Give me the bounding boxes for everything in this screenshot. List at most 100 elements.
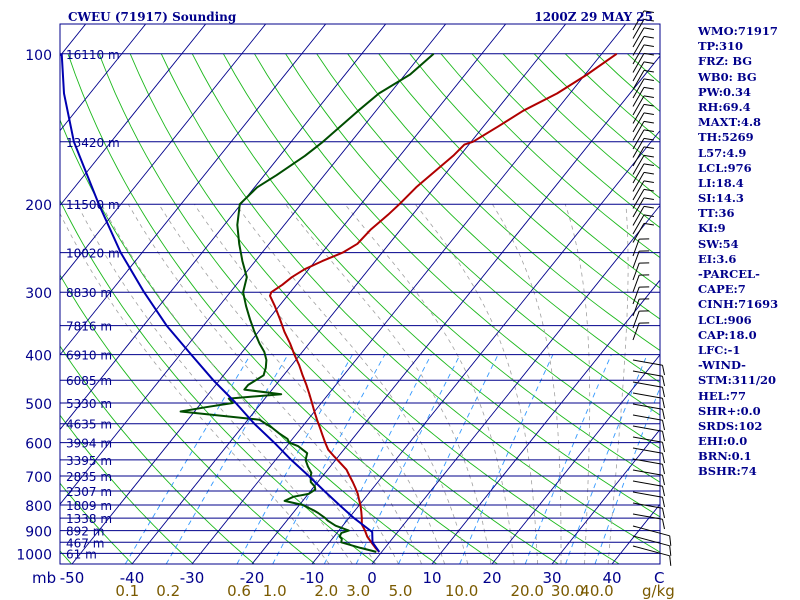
mixing-ratio-line bbox=[165, 354, 289, 564]
dry-adiabat-line bbox=[191, 53, 660, 518]
pressure-label: 500 bbox=[25, 397, 52, 413]
wind-barb-flag bbox=[643, 154, 654, 158]
dry-adiabat-line bbox=[223, 53, 660, 483]
index-item: MAXT:4.8 bbox=[698, 115, 761, 130]
dry-adiabat-line bbox=[67, 53, 498, 564]
index-item: LI:18.4 bbox=[698, 175, 744, 190]
wind-barb-staff bbox=[632, 381, 663, 388]
pressure-label: 700 bbox=[25, 470, 52, 486]
isotherm-line bbox=[60, 24, 207, 207]
wind-barb-staff bbox=[632, 250, 640, 269]
height-label: 2835 m bbox=[66, 470, 112, 484]
height-label: 1338 m bbox=[66, 512, 112, 526]
wind-barb-staff bbox=[632, 513, 663, 520]
mixing-ratio-label: 0.2 bbox=[156, 582, 180, 600]
wind-barb-staff bbox=[632, 180, 645, 201]
temperature-profile bbox=[269, 52, 618, 553]
index-item: LFC:-1 bbox=[698, 342, 741, 357]
wind-barb-flag bbox=[643, 197, 654, 200]
temperature-tick-label: 10 bbox=[422, 569, 441, 587]
wind-barb-staff bbox=[632, 469, 663, 476]
wind-barb-staff bbox=[632, 425, 663, 432]
wind-barb-flag bbox=[643, 188, 654, 192]
wind-barb-staff bbox=[632, 36, 645, 56]
station-title: CWEU (71917) Sounding bbox=[68, 10, 237, 24]
wind-barb-staff bbox=[632, 310, 640, 329]
wind-barb-staff bbox=[632, 262, 640, 281]
moist-adiabat-line bbox=[60, 212, 330, 564]
wind-barb-flag bbox=[662, 508, 665, 519]
mixing-ratio-label: 0.6 bbox=[227, 582, 251, 600]
wind-barb-staff bbox=[632, 359, 663, 366]
wind-barb-flag bbox=[662, 409, 665, 420]
wind-barb-staff bbox=[632, 414, 663, 421]
wind-barb-staff bbox=[632, 53, 645, 73]
index-item: SW:54 bbox=[698, 236, 739, 251]
wind-barb-staff bbox=[632, 274, 640, 293]
mixing-ratio-line bbox=[355, 354, 461, 564]
index-item: EHI:0.0 bbox=[698, 434, 748, 449]
index-item: FRZ: BG bbox=[698, 54, 753, 69]
mixing-ratio-line bbox=[398, 354, 499, 564]
wind-barb-staff bbox=[632, 129, 645, 150]
index-item: CAPE:7 bbox=[698, 282, 746, 297]
wind-barb-staff bbox=[632, 112, 645, 133]
wind-barb-flag bbox=[643, 61, 654, 64]
wind-barb-flag bbox=[643, 10, 654, 13]
height-label: 8830 m bbox=[66, 286, 112, 300]
mixing-ratio-line bbox=[236, 354, 353, 564]
wind-barb-flag bbox=[662, 398, 665, 409]
wind-barb-staff bbox=[632, 214, 645, 235]
index-item: KI:9 bbox=[698, 221, 726, 236]
wind-barb-staff bbox=[632, 238, 640, 257]
dry-adiabat-line bbox=[378, 53, 660, 320]
height-label: 13420 m bbox=[66, 136, 120, 150]
mixing-ratio-label: 2.0 bbox=[314, 582, 338, 600]
wind-barb-staff bbox=[632, 95, 645, 116]
isotherm-line bbox=[71, 24, 507, 564]
height-label: 1809 m bbox=[66, 499, 112, 513]
dry-adiabat-line bbox=[98, 53, 559, 564]
mixing-ratio-label: 20.0 bbox=[510, 582, 543, 600]
wind-barb-flag bbox=[662, 464, 665, 475]
height-label: 3994 m bbox=[66, 437, 112, 451]
stability-indices-panel: WMO:71917 TP:310 FRZ: BG WB0: BG PW:0.34 RH:6… bbox=[698, 24, 798, 480]
temperature-tick-label: 30 bbox=[542, 569, 561, 587]
isotherm-line bbox=[131, 24, 567, 564]
index-item: LCL:906 bbox=[698, 312, 752, 327]
moist-adiabat-line bbox=[76, 204, 353, 564]
wind-barb-staff bbox=[632, 78, 645, 99]
dry-adiabat-line bbox=[60, 345, 255, 564]
wind-barb-staff bbox=[632, 206, 645, 226]
temperature-tick-label: -50 bbox=[60, 569, 85, 587]
pressure-label: 100 bbox=[25, 48, 52, 64]
wind-barb-flag bbox=[662, 486, 665, 497]
wind-barb-staff bbox=[632, 480, 663, 487]
dry-adiabat-line bbox=[60, 274, 316, 564]
isotherm-line bbox=[251, 55, 660, 564]
wind-barb-staff bbox=[632, 535, 670, 547]
isotherm-line bbox=[60, 24, 447, 505]
dry-adiabat-line bbox=[347, 53, 660, 352]
wind-barb-flag bbox=[662, 442, 665, 453]
temperature-tick-label: 0 bbox=[367, 569, 377, 587]
wind-barb-staff bbox=[632, 403, 663, 410]
wind-barb-staff bbox=[632, 436, 663, 443]
dry-adiabat-line bbox=[60, 199, 377, 564]
isotherm-line bbox=[60, 24, 327, 356]
dry-adiabat-line bbox=[254, 53, 660, 449]
wind-barb-flag bbox=[662, 376, 665, 387]
wind-barb-flag bbox=[669, 545, 672, 556]
temperature-tick-label: -10 bbox=[300, 569, 325, 587]
dewpoint-profile bbox=[179, 53, 435, 553]
wind-barb-flag bbox=[643, 103, 654, 107]
isotherm-line bbox=[311, 129, 660, 564]
wind-barb-flag bbox=[662, 431, 665, 442]
temperature-tick-label: -20 bbox=[240, 569, 265, 587]
wind-barb-flag bbox=[643, 112, 654, 115]
pressure-label: 600 bbox=[25, 437, 52, 453]
height-label: 2307 m bbox=[66, 485, 112, 499]
height-label: 5330 m bbox=[66, 397, 112, 411]
moist-adiabat-line bbox=[285, 203, 492, 564]
